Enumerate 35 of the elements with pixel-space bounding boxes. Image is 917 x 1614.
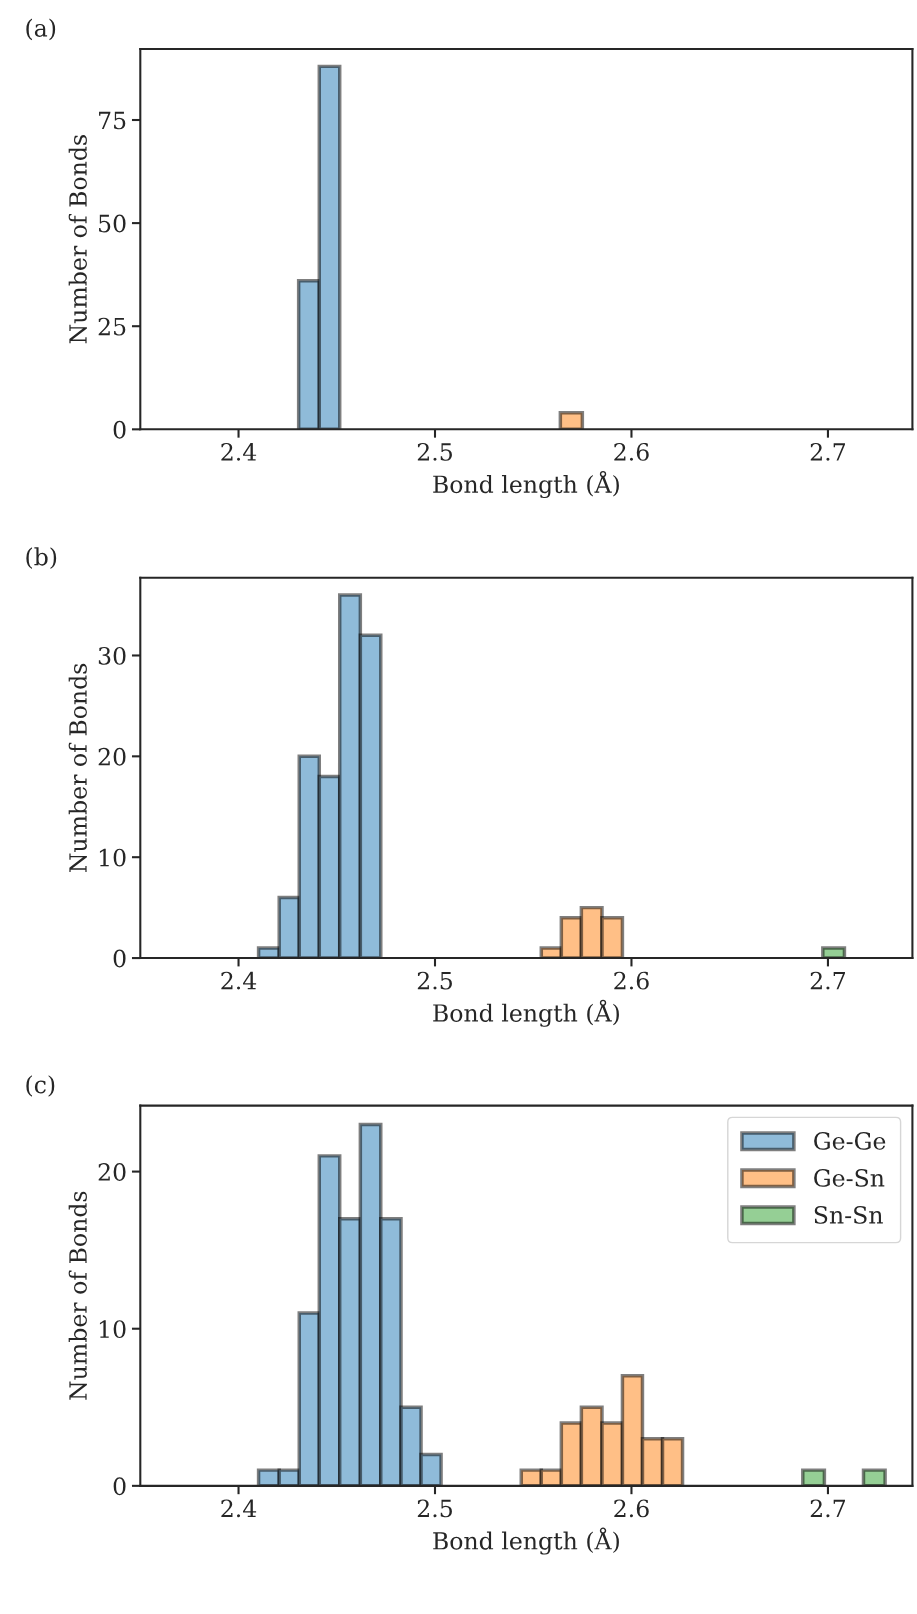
text: (c) <box>26 1075 55 1097</box>
y-tick-label: 20 <box>98 1163 126 1181</box>
x-tick-label: 2.6 <box>614 971 649 990</box>
x-tick-label: 2.4 <box>221 442 257 461</box>
x-axis-title: Bond length (Å) <box>433 999 619 1027</box>
x-tick-label: 2.7 <box>810 1499 845 1518</box>
y-axis-title: Number of Bonds <box>68 1191 87 1400</box>
x-tick-label: 2.6 <box>614 1499 649 1518</box>
y-tick-label: 10 <box>99 848 126 867</box>
x-axis-title: Bond length (Å) <box>433 1527 619 1555</box>
y-tick-label: 10 <box>99 1320 126 1339</box>
x-tick-label: 2.7 <box>810 442 845 461</box>
y-tick-label: 0 <box>113 949 126 968</box>
x-tick-label: 2.4 <box>221 1499 257 1518</box>
legend-label: Ge-Ge <box>814 1131 886 1150</box>
x-axis-title: Bond length (Å) <box>433 470 619 499</box>
text: (a) <box>26 18 56 41</box>
legend-label: Ge-Sn <box>814 1169 885 1187</box>
x-tick-label: 2.7 <box>810 971 845 990</box>
x-tick-label: 2.5 <box>417 1499 452 1518</box>
y-tick-label: 75 <box>99 111 126 130</box>
y-tick-label: 30 <box>98 646 126 665</box>
y-tick-label: 0 <box>113 420 126 439</box>
x-tick-label: 2.6 <box>614 442 649 461</box>
y-tick-label: 20 <box>98 747 126 766</box>
y-axis-title: Number of Bonds <box>68 663 87 873</box>
x-tick-label: 2.5 <box>417 442 452 461</box>
y-tick-label: 0 <box>113 1477 126 1496</box>
x-tick-label: 2.5 <box>417 971 452 990</box>
text: (b) <box>26 547 57 569</box>
y-tick-label: 50 <box>99 214 126 233</box>
y-axis-title: Number of Bonds <box>68 135 87 344</box>
legend-label: Sn-Sn <box>814 1206 883 1224</box>
y-tick-label: 25 <box>98 317 126 336</box>
x-tick-label: 2.4 <box>221 971 257 990</box>
